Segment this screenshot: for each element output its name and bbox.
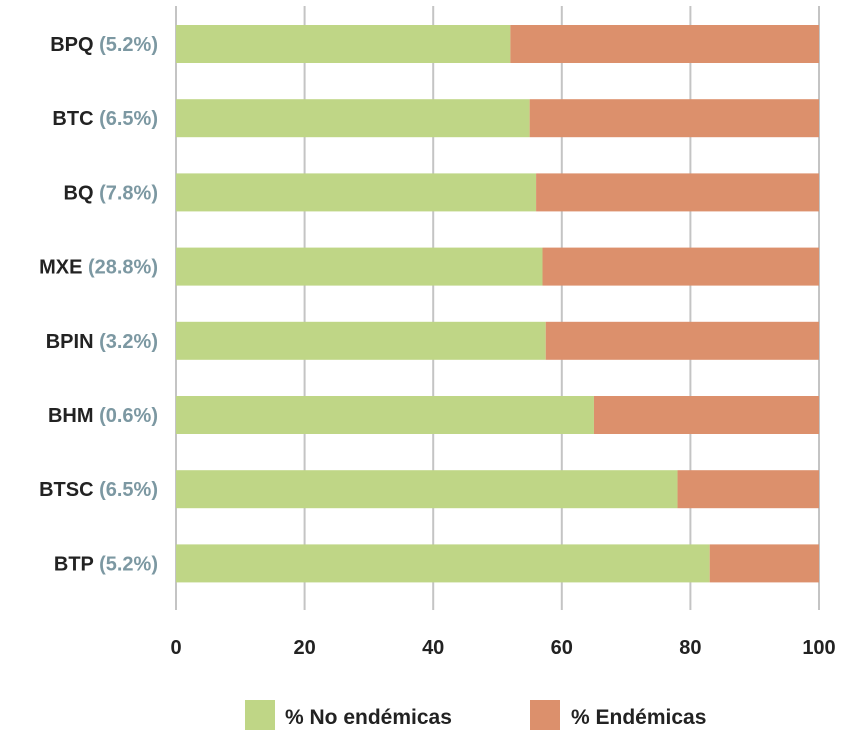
- category-name: BPQ: [50, 34, 93, 56]
- category-label-mxe: MXE (28.8%): [39, 257, 158, 279]
- category-percentage: (6.5%): [94, 479, 158, 501]
- bar-bpin-no-endemicas: [176, 321, 546, 360]
- bars: [176, 25, 819, 583]
- bar-btsc-no-endemicas: [176, 470, 678, 509]
- category-name: BQ: [64, 182, 94, 204]
- category-name: BHM: [48, 405, 94, 427]
- category-label-bpin: BPIN (3.2%): [46, 331, 158, 353]
- bar-bhm-no-endemicas: [176, 396, 594, 434]
- bar-mxe-no-endemicas: [176, 247, 543, 286]
- category-percentage: (3.2%): [94, 331, 158, 353]
- bar-bpq-endemicas: [510, 25, 819, 63]
- category-name: BPIN: [46, 331, 94, 353]
- legend: % No endémicas % Endémicas: [245, 700, 706, 730]
- category-percentage: (6.5%): [94, 108, 158, 130]
- x-tick-label-100: 100: [802, 637, 835, 659]
- category-percentage: (5.2%): [94, 553, 158, 575]
- x-tick-label-80: 80: [679, 637, 701, 659]
- category-labels: BPQ (5.2%) BTC (6.5%) BQ (7.8%) MXE (28.8%)…: [39, 34, 158, 575]
- category-percentage: (5.2%): [94, 34, 158, 56]
- category-label-btsc: BTSC (6.5%): [39, 479, 158, 501]
- category-name: BTSC: [39, 479, 93, 501]
- legend-label-no-endemicas: % No endémicas: [285, 706, 452, 729]
- category-label-bq: BQ (7.8%): [64, 182, 158, 204]
- legend-label-endemicas: % Endémicas: [571, 706, 706, 729]
- category-label-btc: BTC (6.5%): [52, 108, 158, 130]
- bar-btc-endemicas: [529, 99, 819, 138]
- category-percentage: (28.8%): [82, 257, 158, 279]
- grid-lines: [175, 6, 820, 610]
- bar-bhm-endemicas: [593, 396, 819, 434]
- bar-bpq-no-endemicas: [176, 25, 511, 63]
- category-name: BTC: [52, 108, 93, 130]
- category-label-bpq: BPQ (5.2%): [50, 34, 158, 56]
- bar-bq-no-endemicas: [176, 173, 537, 212]
- category-percentage: (0.6%): [94, 405, 158, 427]
- x-tick-label-20: 20: [293, 637, 315, 659]
- bar-mxe-endemicas: [542, 247, 819, 286]
- bar-btsc-endemicas: [677, 470, 819, 509]
- x-tick-label-40: 40: [422, 637, 444, 659]
- x-axis-tick-labels: 0 20 40 60 80 100: [170, 637, 835, 659]
- legend-swatch-no-endemicas: [245, 700, 275, 730]
- bar-bq-endemicas: [536, 173, 819, 212]
- x-tick-label-0: 0: [170, 637, 181, 659]
- category-name: BTP: [54, 553, 94, 575]
- bar-btp-no-endemicas: [176, 544, 710, 583]
- x-tick-label-60: 60: [551, 637, 573, 659]
- category-label-btp: BTP (5.2%): [54, 553, 158, 575]
- bar-btc-no-endemicas: [176, 99, 530, 138]
- category-percentage: (7.8%): [94, 182, 158, 204]
- bar-btp-endemicas: [709, 544, 819, 583]
- category-label-bhm: BHM (0.6%): [48, 405, 158, 427]
- legend-swatch-endemicas: [530, 700, 560, 730]
- category-name: MXE: [39, 257, 82, 279]
- bar-bpin-endemicas: [545, 321, 819, 360]
